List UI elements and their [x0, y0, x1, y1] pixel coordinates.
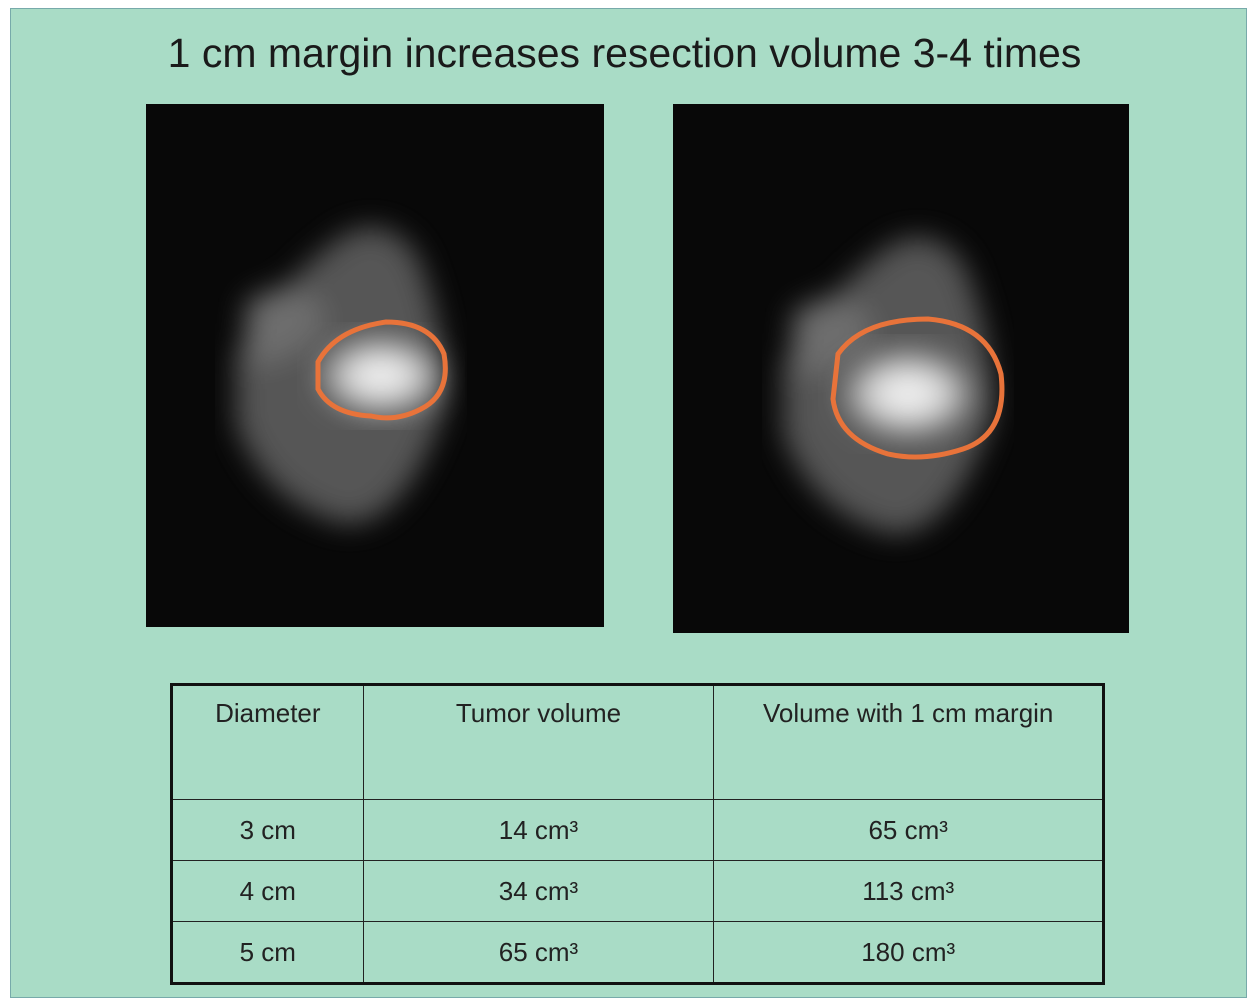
table-cell: 180 cm³ [714, 922, 1104, 984]
header-cell: Tumor volume [363, 685, 714, 800]
table-cell: 113 cm³ [714, 861, 1104, 922]
header-cell: Volume with 1 cm margin [714, 685, 1104, 800]
scan-image-margin [673, 104, 1129, 633]
table-cell: 65 cm³ [363, 922, 714, 984]
table-cell: 3 cm [172, 800, 364, 861]
page: 1 cm margin increases resection volume 3… [0, 0, 1249, 1000]
header-cell: Diameter [172, 685, 364, 800]
table-cell: 4 cm [172, 861, 364, 922]
table-cell: 5 cm [172, 922, 364, 984]
scan-image-tumor [146, 104, 604, 627]
table-cell: 14 cm³ [363, 800, 714, 861]
table-cell: 65 cm³ [714, 800, 1104, 861]
title: 1 cm margin increases resection volume 3… [0, 30, 1249, 77]
table-cell: 34 cm³ [363, 861, 714, 922]
